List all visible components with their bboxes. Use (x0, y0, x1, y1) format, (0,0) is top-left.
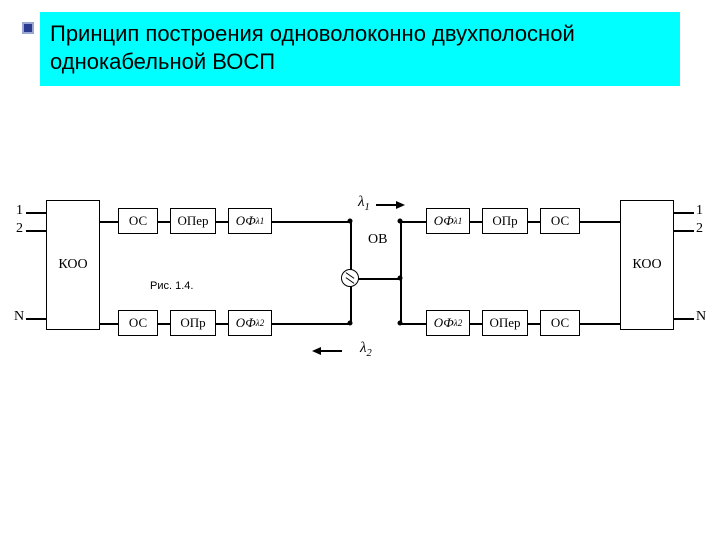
block-oc-tl: ОС (118, 208, 158, 234)
block-koo-left: КОО (46, 200, 100, 330)
block-opr-tr: ОПр (482, 208, 528, 234)
block-opr-bl: ОПр (170, 310, 216, 336)
block-of1-tr: ОФλ1 (426, 208, 470, 234)
block-oc-tr: ОС (540, 208, 580, 234)
block-of2-br: ОФλ2 (426, 310, 470, 336)
block-of1-tl: ОФλ1 (228, 208, 272, 234)
port-right-1: 1 (696, 203, 703, 219)
lambda2-label: λ2 (360, 340, 372, 359)
block-koo-right: КОО (620, 200, 674, 330)
port-right-2: 2 (696, 221, 703, 237)
block-oc-bl: ОС (118, 310, 158, 336)
port-left-1: 1 (16, 203, 23, 219)
splice-icon (341, 269, 359, 287)
slide-title: Принцип построения одноволоконно двухпол… (50, 20, 670, 75)
lambda1-label: λ1 (358, 194, 370, 213)
block-oper-tl: ОПер (170, 208, 216, 234)
port-right-n: N (696, 309, 706, 325)
block-oper-br: ОПер (482, 310, 528, 336)
block-of2-bl: ОФλ2 (228, 310, 272, 336)
port-left-n: N (14, 309, 24, 325)
figure-caption: Рис. 1.4. (150, 280, 193, 292)
block-oc-br: ОС (540, 310, 580, 336)
port-left-2: 2 (16, 221, 23, 237)
ov-label: ОВ (368, 232, 387, 248)
diagram: КОО 1 2 N КОО 1 2 N ОС ОПер ОФλ1 ОС ОПр … (20, 190, 700, 390)
title-box: Принцип построения одноволоконно двухпол… (40, 12, 680, 86)
bullet-icon (22, 22, 34, 34)
